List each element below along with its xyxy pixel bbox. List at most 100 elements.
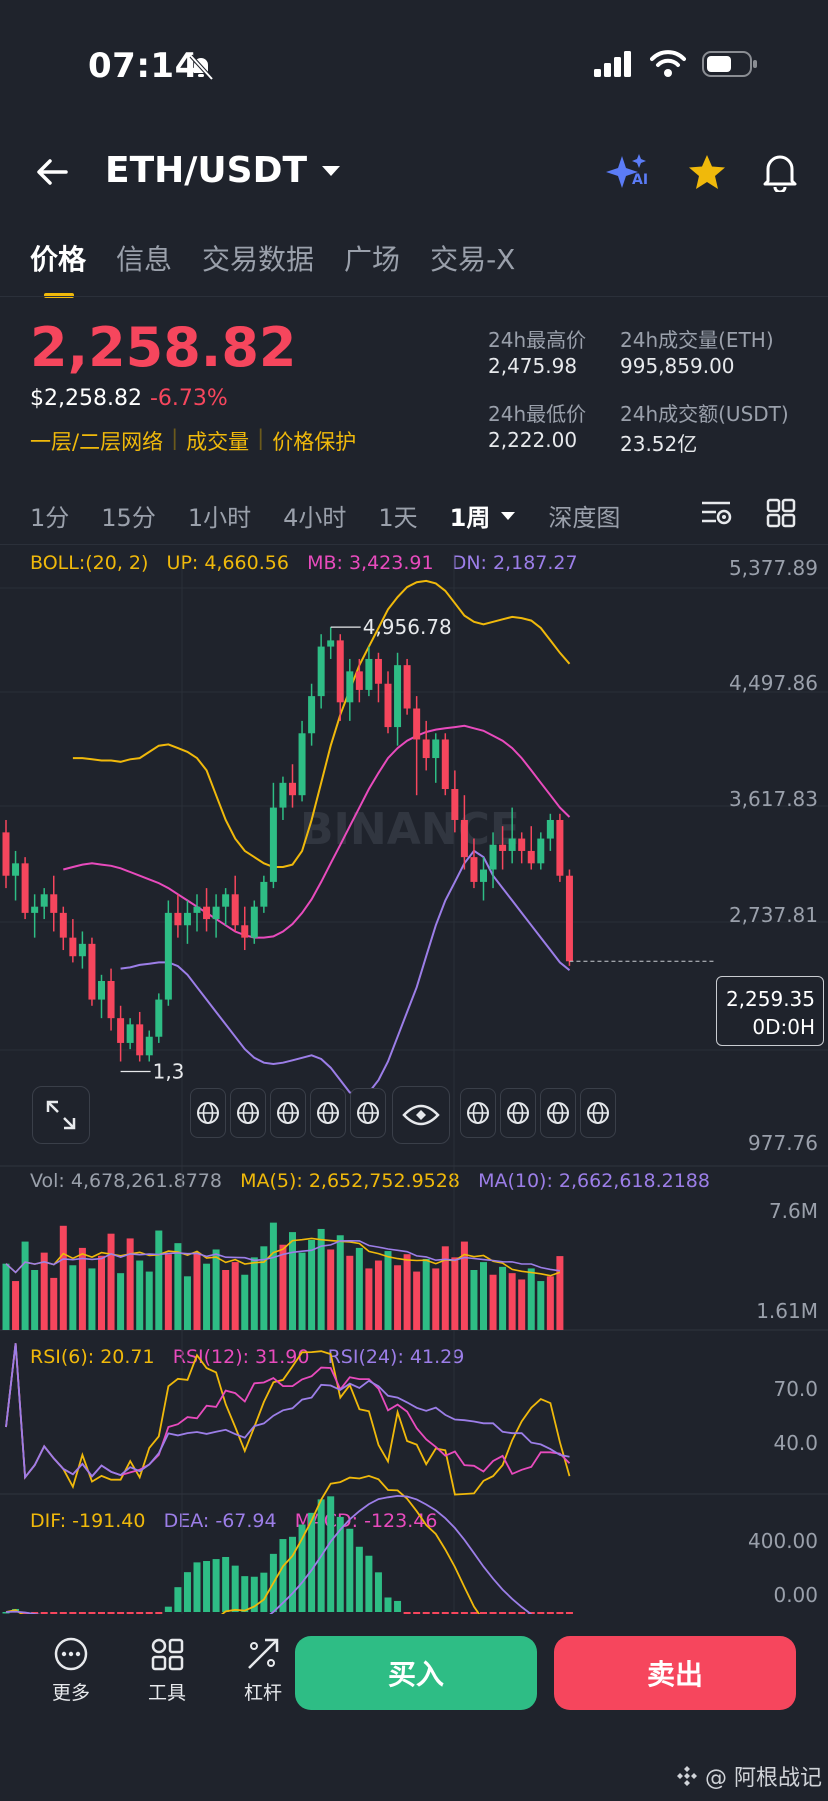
macd-hist-bar xyxy=(480,1612,487,1614)
boll-up-line xyxy=(72,579,571,868)
bell-icon[interactable] xyxy=(762,152,798,192)
tf-divider xyxy=(0,544,828,545)
buy-button[interactable]: 买入 xyxy=(295,1636,537,1710)
leverage-label: 杠杆 xyxy=(243,1682,282,1704)
link-volume[interactable]: 成交量 xyxy=(186,430,250,454)
candle-body xyxy=(355,671,363,690)
last-price: 2,258.82 xyxy=(30,316,297,379)
volume-bar xyxy=(107,1233,115,1330)
volume-bar xyxy=(365,1268,373,1330)
candle-body xyxy=(98,980,105,1000)
tf-15m[interactable]: 15分 xyxy=(101,504,156,532)
link-layer-network[interactable]: 一层/二层网络 xyxy=(30,430,164,454)
candle-body xyxy=(126,1024,134,1043)
macd-axis-label: 0.00 xyxy=(773,1583,818,1607)
macd-hist-bar xyxy=(403,1612,411,1614)
macd-hist-bar xyxy=(88,1612,96,1614)
fullscreen-button[interactable] xyxy=(32,1086,90,1144)
volume-axis-label: 7.6M xyxy=(769,1199,818,1223)
event-globe-icon[interactable] xyxy=(230,1088,266,1138)
bottom-actions: 更多 工具 杠杆 xyxy=(40,1636,294,1705)
event-globe-icon[interactable] xyxy=(190,1088,226,1138)
event-globe-icon[interactable] xyxy=(540,1088,576,1138)
candle-body xyxy=(451,789,459,820)
volume-bar xyxy=(2,1263,10,1330)
candle-body xyxy=(508,838,516,851)
event-globe-icon[interactable] xyxy=(270,1088,306,1138)
candle-body xyxy=(422,739,430,759)
volume-bar xyxy=(212,1249,220,1330)
tf-1w[interactable]: 1周 xyxy=(450,498,517,533)
tab-price[interactable]: 价格 xyxy=(30,238,86,298)
indicator-settings-icon[interactable] xyxy=(700,498,734,532)
tools-label: 工具 xyxy=(147,1682,186,1704)
macd-hist-bar xyxy=(394,1600,402,1612)
candle-body xyxy=(441,739,449,790)
tf-1h[interactable]: 1小时 xyxy=(187,504,252,532)
low-label: 24h最低价 xyxy=(488,402,587,426)
pair-selector[interactable]: ETH/USDT xyxy=(105,150,341,191)
macd-hist-bar xyxy=(117,1612,125,1614)
signal-icon xyxy=(594,51,631,77)
volume-bar xyxy=(241,1274,249,1330)
candle-body xyxy=(327,640,335,647)
rsi6: RSI(6): 20.71 xyxy=(30,1346,155,1368)
footer-user-text: @ 阿根战记 xyxy=(705,1766,822,1791)
volume-bar xyxy=(164,1254,172,1330)
tf-1m[interactable]: 1分 xyxy=(30,504,70,532)
macd-hist-bar xyxy=(432,1612,440,1614)
tools-button[interactable]: 工具 xyxy=(136,1636,198,1705)
volume-bar xyxy=(279,1244,287,1330)
tab-info[interactable]: 信息 xyxy=(116,243,173,276)
star-icon[interactable] xyxy=(688,154,726,190)
candle-body xyxy=(289,782,296,796)
volume-bar xyxy=(78,1247,86,1330)
macd-hist-bar xyxy=(384,1597,392,1612)
event-globe-icon[interactable] xyxy=(500,1088,536,1138)
candle-body xyxy=(413,708,421,740)
volume-bar xyxy=(327,1249,335,1330)
event-globe-icon[interactable] xyxy=(350,1088,386,1138)
volume-bar xyxy=(88,1268,96,1330)
candle-body xyxy=(40,894,48,907)
ai-sparkle-icon[interactable]: AI xyxy=(606,152,652,192)
rsi-axis-label: 70.0 xyxy=(773,1377,818,1401)
link-price-protection[interactable]: 价格保护 xyxy=(272,430,357,454)
candle-body xyxy=(12,863,20,876)
macd-hist-bar xyxy=(193,1562,201,1612)
candle-body xyxy=(346,671,354,703)
macd-hist-bar xyxy=(451,1612,459,1614)
visibility-toggle-button[interactable] xyxy=(392,1086,450,1144)
macd-dif: DIF: -191.40 xyxy=(30,1510,146,1532)
volume-bar xyxy=(413,1271,421,1330)
macd-hist-bar xyxy=(250,1576,258,1612)
rsi12: RSI(12): 31.90 xyxy=(172,1346,310,1368)
volume-bar xyxy=(480,1262,487,1330)
candle-body xyxy=(222,894,230,907)
macd-dif-line xyxy=(5,1474,481,1614)
rsi-axis-label: 40.0 xyxy=(773,1431,818,1455)
candle-body xyxy=(565,875,573,962)
event-globe-icon[interactable] xyxy=(460,1088,496,1138)
volume-bar xyxy=(508,1273,516,1330)
tf-depth[interactable]: 深度图 xyxy=(548,504,621,532)
tab-trading-data[interactable]: 交易数据 xyxy=(202,243,315,276)
tab-trade-x[interactable]: 交易-X xyxy=(430,243,516,276)
volume-bar xyxy=(117,1273,125,1330)
candle-body xyxy=(432,739,440,759)
layout-grid-icon[interactable] xyxy=(766,498,796,532)
event-globe-icon[interactable] xyxy=(580,1088,616,1138)
back-arrow-icon[interactable] xyxy=(34,156,70,192)
sell-button[interactable]: 卖出 xyxy=(554,1636,796,1710)
candle-body xyxy=(31,906,39,913)
ai-badge: AI xyxy=(632,172,649,188)
tab-square[interactable]: 广场 xyxy=(344,243,401,276)
tf-1d[interactable]: 1天 xyxy=(378,504,418,532)
leverage-button[interactable]: 杠杆 xyxy=(232,1636,294,1705)
event-globe-icon[interactable] xyxy=(310,1088,346,1138)
vol-ma5: MA(5): 2,652,752.9528 xyxy=(240,1170,460,1192)
macd-hist-bar xyxy=(565,1612,573,1614)
kline-chart[interactable]: BINANCE 4,956.78 1,3 5,377.89 4,497.86 3,61… xyxy=(0,544,828,1614)
tf-4h[interactable]: 4小时 xyxy=(283,504,347,532)
more-button[interactable]: 更多 xyxy=(40,1636,102,1705)
